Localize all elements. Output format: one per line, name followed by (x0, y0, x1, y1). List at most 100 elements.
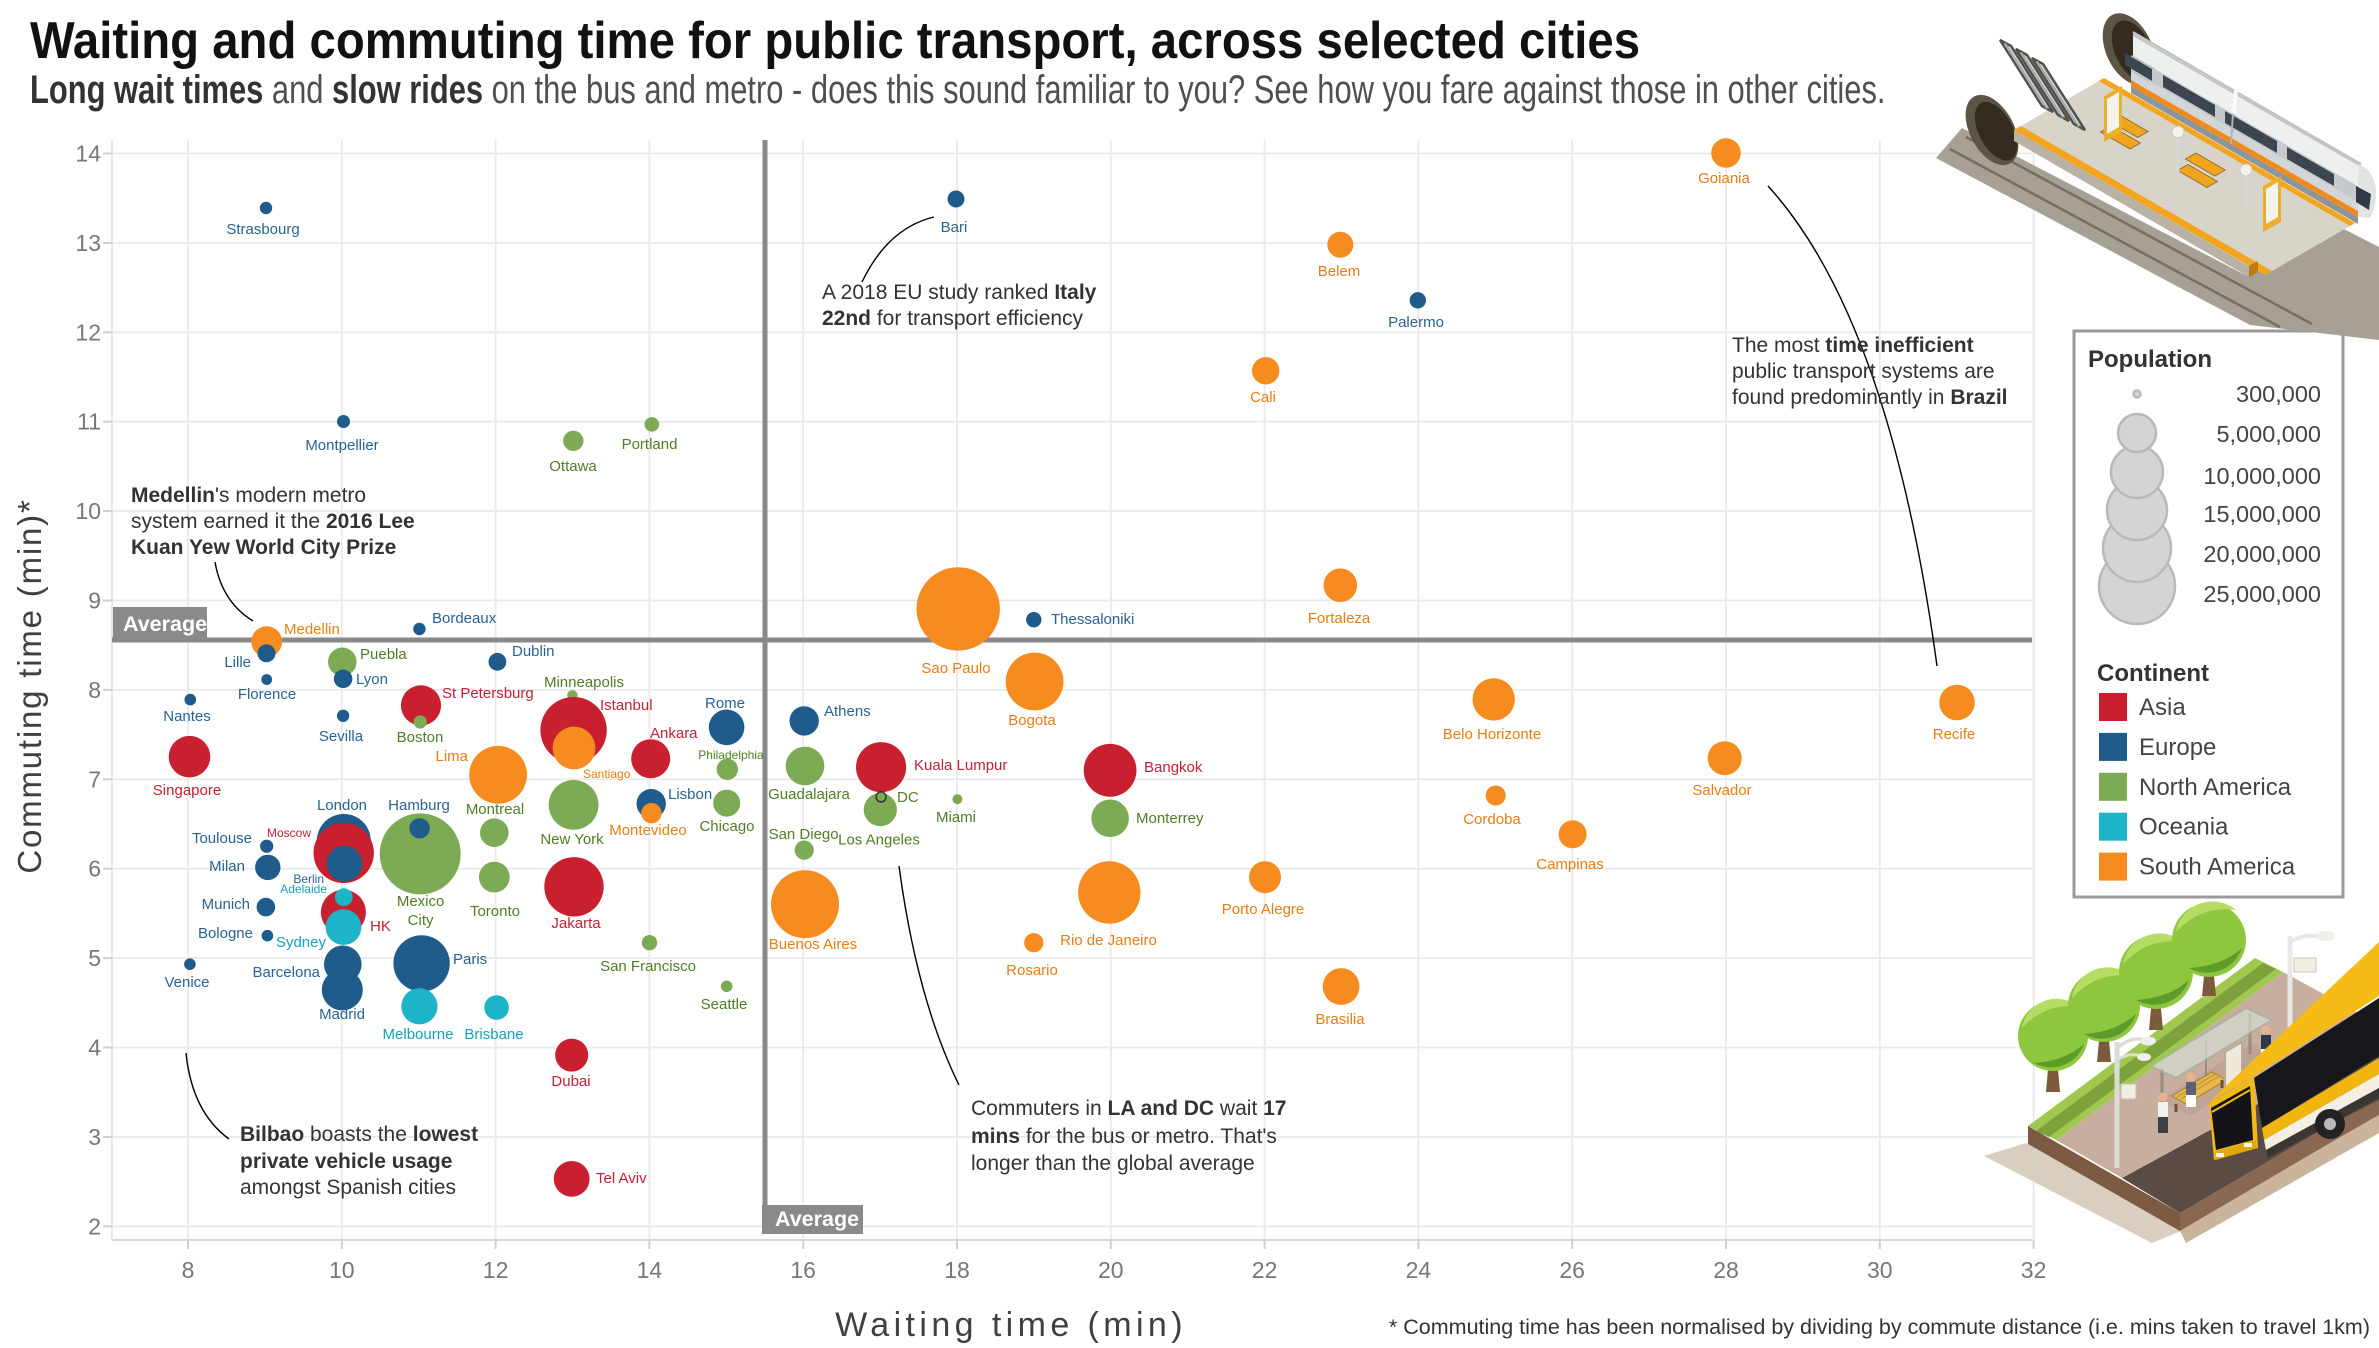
svg-text:22nd for transport efficiency: 22nd for transport efficiency (822, 307, 1084, 330)
svg-text:Dublin: Dublin (512, 643, 555, 660)
svg-text:16: 16 (790, 1257, 816, 1283)
svg-text:Singapore: Singapore (153, 782, 221, 799)
svg-text:Minneapolis: Minneapolis (544, 674, 624, 691)
svg-text:Monterrey: Monterrey (1136, 810, 1204, 827)
svg-text:Boston: Boston (397, 729, 444, 746)
svg-text:Dubai: Dubai (551, 1073, 590, 1090)
svg-text:14: 14 (637, 1257, 663, 1283)
svg-text:South America: South America (2139, 854, 2296, 881)
svg-text:15,000,000: 15,000,000 (2203, 501, 2321, 527)
svg-text:Recife: Recife (1933, 726, 1976, 743)
svg-text:Belem: Belem (1318, 263, 1361, 280)
svg-text:12: 12 (483, 1257, 509, 1283)
svg-text:Miami: Miami (936, 809, 976, 826)
svg-text:30: 30 (1867, 1257, 1893, 1283)
svg-text:10: 10 (75, 498, 101, 524)
svg-text:Seattle: Seattle (701, 996, 748, 1013)
svg-text:Kuan Yew World City Prize: Kuan Yew World City Prize (131, 536, 396, 559)
svg-text:The most time inefficient: The most time inefficient (1732, 334, 1974, 357)
svg-text:14: 14 (75, 141, 101, 167)
svg-text:Oceania: Oceania (2139, 814, 2229, 841)
svg-text:Medellin: Medellin (284, 621, 340, 638)
svg-text:A 2018 EU study ranked Italy: A 2018 EU study ranked Italy (822, 281, 1097, 304)
svg-text:San Francisco: San Francisco (600, 958, 696, 975)
svg-text:Rosario: Rosario (1006, 962, 1058, 979)
svg-text:24: 24 (1406, 1257, 1432, 1283)
svg-text:Bangkok: Bangkok (1144, 759, 1203, 776)
svg-text:13: 13 (75, 230, 101, 256)
svg-text:Population: Population (2088, 346, 2212, 373)
svg-text:Milan: Milan (209, 858, 245, 875)
svg-text:Medellin's modern metro: Medellin's modern metro (131, 484, 366, 507)
svg-text:5,000,000: 5,000,000 (2216, 421, 2321, 447)
svg-text:Bilbao boasts the lowest: Bilbao boasts the lowest (240, 1123, 478, 1146)
svg-text:Lille: Lille (224, 654, 251, 671)
svg-text:Palermo: Palermo (1388, 314, 1444, 331)
svg-text:public transport systems are: public transport systems are (1732, 360, 1995, 383)
svg-text:Nantes: Nantes (163, 708, 211, 725)
svg-text:Hamburg: Hamburg (388, 797, 450, 814)
svg-text:Sevilla: Sevilla (319, 728, 364, 745)
svg-text:300,000: 300,000 (2236, 381, 2321, 407)
svg-text:mins for the bus or metro. Tha: mins for the bus or metro. That's (971, 1125, 1277, 1148)
svg-text:Los Angeles: Los Angeles (838, 832, 920, 849)
svg-text:DC: DC (897, 789, 919, 806)
svg-text:Salvador: Salvador (1692, 782, 1751, 799)
svg-text:Bari: Bari (941, 219, 968, 236)
svg-text:7: 7 (88, 766, 101, 792)
svg-text:Lisbon: Lisbon (668, 786, 712, 803)
svg-text:Commuters in LA and DC wait 17: Commuters in LA and DC wait 17 (971, 1097, 1286, 1120)
svg-text:Munich: Munich (202, 896, 250, 913)
svg-text:11: 11 (77, 409, 101, 435)
svg-text:Tel Aviv: Tel Aviv (596, 1170, 647, 1187)
svg-text:18: 18 (944, 1257, 970, 1283)
svg-text:26: 26 (1559, 1257, 1585, 1283)
svg-text:25,000,000: 25,000,000 (2203, 581, 2321, 607)
svg-text:10: 10 (329, 1257, 355, 1283)
svg-text:Toronto: Toronto (470, 903, 520, 920)
svg-text:Philadelphia: Philadelphia (698, 748, 764, 762)
svg-text:system earned it the 2016 Lee: system earned it the 2016 Lee (131, 510, 415, 533)
svg-text:20: 20 (1098, 1257, 1124, 1283)
svg-text:Paris: Paris (453, 951, 487, 968)
svg-text:2: 2 (88, 1213, 101, 1239)
svg-text:longer than the global average: longer than the global average (971, 1152, 1255, 1175)
svg-text:Ankara: Ankara (650, 725, 698, 742)
svg-text:Sao Paulo: Sao Paulo (921, 660, 990, 677)
svg-text:Montreal: Montreal (466, 801, 524, 818)
svg-text:12: 12 (75, 319, 101, 345)
svg-text:Fortaleza: Fortaleza (1308, 610, 1371, 627)
svg-text:Kuala Lumpur: Kuala Lumpur (914, 757, 1007, 774)
svg-text:Ottawa: Ottawa (549, 458, 597, 475)
svg-text:9: 9 (88, 588, 101, 614)
svg-text:North America: North America (2139, 774, 2292, 801)
svg-text:Thessaloniki: Thessaloniki (1051, 611, 1134, 628)
svg-text:Bogota: Bogota (1008, 712, 1056, 729)
svg-text:Lyon: Lyon (356, 671, 388, 688)
svg-text:HK: HK (370, 918, 391, 935)
svg-text:City: City (408, 912, 434, 929)
svg-text:20,000,000: 20,000,000 (2203, 541, 2321, 567)
svg-text:Venice: Venice (164, 974, 209, 991)
svg-text:Toulouse: Toulouse (192, 830, 252, 847)
svg-text:Mexico: Mexico (397, 893, 445, 910)
svg-text:Campinas: Campinas (1536, 856, 1604, 873)
svg-text:Montpellier: Montpellier (305, 437, 378, 454)
svg-text:10,000,000: 10,000,000 (2203, 463, 2321, 489)
svg-text:amongst Spanish cities: amongst Spanish cities (240, 1176, 456, 1199)
svg-text:Montevideo: Montevideo (609, 822, 687, 839)
svg-text:Brisbane: Brisbane (464, 1026, 523, 1043)
svg-text:Cordoba: Cordoba (1463, 811, 1521, 828)
svg-text:Average: Average (123, 612, 207, 636)
svg-text:Adelaide: Adelaide (280, 882, 327, 896)
svg-text:Average: Average (775, 1207, 859, 1231)
svg-text:Strasbourg: Strasbourg (226, 221, 299, 238)
svg-text:Guadalajara: Guadalajara (768, 786, 850, 803)
svg-text:Asia: Asia (2139, 694, 2186, 721)
svg-text:4: 4 (88, 1035, 101, 1061)
svg-text:Cali: Cali (1250, 389, 1276, 406)
svg-text:Athens: Athens (824, 703, 871, 720)
svg-text:28: 28 (1713, 1257, 1739, 1283)
svg-text:5: 5 (88, 945, 101, 971)
svg-text:Chicago: Chicago (699, 818, 754, 835)
